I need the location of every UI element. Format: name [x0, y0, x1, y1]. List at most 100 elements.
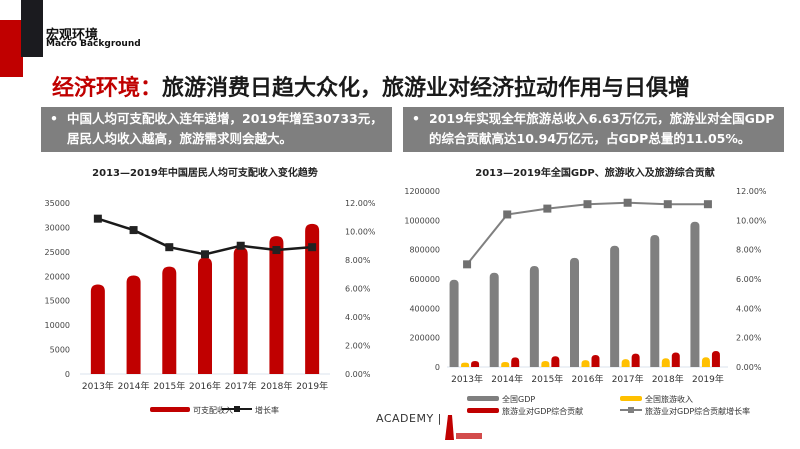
y-tick-label: 35000 — [45, 199, 70, 208]
y-tick-label: 0 — [435, 363, 440, 372]
legend-swatch — [620, 396, 642, 401]
y2-tick-label: 8.00% — [345, 256, 371, 265]
line-marker — [129, 226, 138, 235]
x-tick-label: 2017年 — [612, 373, 644, 385]
y2-tick-label: 2.00% — [345, 342, 371, 351]
legend-marker — [628, 407, 634, 413]
bar-可支配收入 — [126, 275, 141, 374]
footer-brand: ACADEMY | — [376, 412, 442, 425]
x-tick-label: 2013年 — [82, 380, 114, 392]
page-title: 经济环境：旅游消费日趋大众化，旅游业对经济拉动作用与日俱增 — [52, 70, 690, 102]
y2-tick-label: 0.00% — [736, 363, 762, 372]
bar-全国旅游收入 — [621, 359, 630, 367]
y2-tick-label: 4.00% — [736, 304, 762, 313]
line-marker — [463, 260, 472, 269]
x-tick-label: 2018年 — [652, 373, 684, 385]
x-tick-label: 2014年 — [118, 380, 150, 392]
legend-label: 可支配收入 — [193, 405, 233, 415]
y2-tick-label: 8.00% — [736, 246, 762, 255]
x-tick-label: 2017年 — [225, 380, 257, 392]
y-tick-label: 200000 — [409, 334, 440, 343]
decor-dark-block — [21, 0, 43, 57]
bar-全国旅游收入 — [581, 360, 590, 367]
y-tick-label: 15000 — [45, 297, 70, 306]
bar-全国GDP — [690, 221, 700, 367]
bar-全国旅游收入 — [541, 360, 550, 367]
bar-旅游业对GDP综合贡献 — [511, 357, 520, 367]
bar-全国旅游收入 — [461, 362, 470, 367]
y2-tick-label: 10.00% — [345, 228, 376, 237]
y-tick-label: 0 — [65, 370, 70, 379]
bar-全国GDP — [489, 272, 499, 367]
line-marker — [543, 204, 552, 213]
y-tick-label: 1000000 — [404, 216, 440, 225]
bar-旅游业对GDP综合贡献 — [551, 356, 560, 367]
x-tick-label: 2013年 — [451, 373, 483, 385]
chart-title: 2013—2019年中国居民人均可支配收入变化趋势 — [92, 166, 318, 179]
decor-red-block — [0, 20, 23, 77]
bar-可支配收入 — [269, 236, 284, 374]
legend-label: 全国GDP — [502, 394, 535, 404]
bar-全国GDP — [570, 257, 579, 367]
y-tick-label: 10000 — [45, 321, 70, 330]
legend-label: 旅游业对GDP综合贡献 — [502, 406, 583, 416]
bar-全国旅游收入 — [501, 362, 510, 367]
y-tick-label: 20000 — [45, 272, 70, 281]
bar-可支配收入 — [162, 266, 177, 374]
x-tick-label: 2016年 — [572, 373, 604, 385]
y2-tick-label: 4.00% — [345, 313, 371, 322]
bar-可支配收入 — [233, 247, 248, 374]
line-marker — [308, 243, 317, 252]
line-marker — [93, 214, 102, 223]
bar-全国旅游收入 — [661, 358, 670, 367]
y2-tick-label: 12.00% — [345, 199, 376, 208]
line-旅游业对GDP综合贡献增长率 — [466, 201, 708, 265]
section-title: 宏观环境 — [46, 28, 99, 43]
bullet-box-income: • 中国人均可支配收入连年递增，2019年增至30733元，居民人均收入越高，旅游… — [41, 107, 392, 152]
y-tick-label: 600000 — [409, 275, 440, 284]
y2-tick-label: 2.00% — [736, 334, 762, 343]
y2-tick-label: 0.00% — [345, 370, 371, 379]
line-marker — [663, 200, 672, 209]
line-marker — [201, 250, 209, 259]
x-tick-label: 2015年 — [531, 373, 563, 385]
bullet-box-gdp: • 2019年实现全年旅游总收入6.63万亿元，旅游业对全国GDP的综合贡献高达1… — [403, 107, 784, 152]
x-tick-label: 2014年 — [491, 373, 523, 385]
line-marker — [236, 241, 245, 250]
line-marker — [583, 200, 592, 209]
bar-旅游业对GDP综合贡献 — [671, 352, 680, 367]
legend-marker — [234, 406, 240, 412]
y-tick-label: 400000 — [409, 304, 440, 313]
legend-label: 增长率 — [255, 405, 279, 415]
legend-swatch — [467, 396, 499, 401]
x-tick-label: 2019年 — [296, 380, 328, 392]
x-tick-label: 2015年 — [153, 380, 185, 392]
section-subtitle: Macro Background — [46, 39, 141, 49]
bar-可支配收入 — [305, 223, 320, 374]
bar-可支配收入 — [198, 257, 212, 374]
x-tick-label: 2016年 — [189, 380, 221, 392]
legend-swatch — [467, 408, 499, 413]
y-tick-label: 25000 — [45, 248, 70, 257]
bar-旅游业对GDP综合贡献 — [591, 354, 600, 367]
bullet-text: 2019年实现全年旅游总收入6.63万亿元，旅游业对全国GDP的综合贡献高达10… — [429, 111, 775, 146]
title-highlight: 经济环境： — [52, 76, 163, 101]
bar-可支配收入 — [90, 284, 105, 374]
x-tick-label: 2018年 — [260, 380, 292, 392]
bar-全国GDP — [449, 279, 459, 367]
bar-全国GDP — [610, 245, 620, 367]
bar-旅游业对GDP综合贡献 — [471, 360, 480, 367]
line-marker — [165, 243, 174, 252]
y2-tick-label: 10.00% — [736, 216, 767, 225]
bullet-text: 中国人均可支配收入连年递增，2019年增至30733元，居民人均收入越高，旅游需… — [67, 111, 383, 146]
bar-旅游业对GDP综合贡献 — [631, 353, 640, 367]
bar-全国旅游收入 — [701, 357, 710, 367]
bar-旅游业对GDP综合贡献 — [711, 350, 720, 367]
title-rest: 旅游消费日趋大众化，旅游业对经济拉动作用与日俱增 — [162, 76, 691, 101]
legend-swatch — [150, 407, 190, 412]
y2-tick-label: 6.00% — [345, 285, 371, 294]
bar-全国GDP — [529, 265, 539, 367]
line-marker — [503, 210, 512, 219]
chart-title: 2013—2019年全国GDP、旅游收入及旅游综合贡献 — [475, 166, 715, 179]
